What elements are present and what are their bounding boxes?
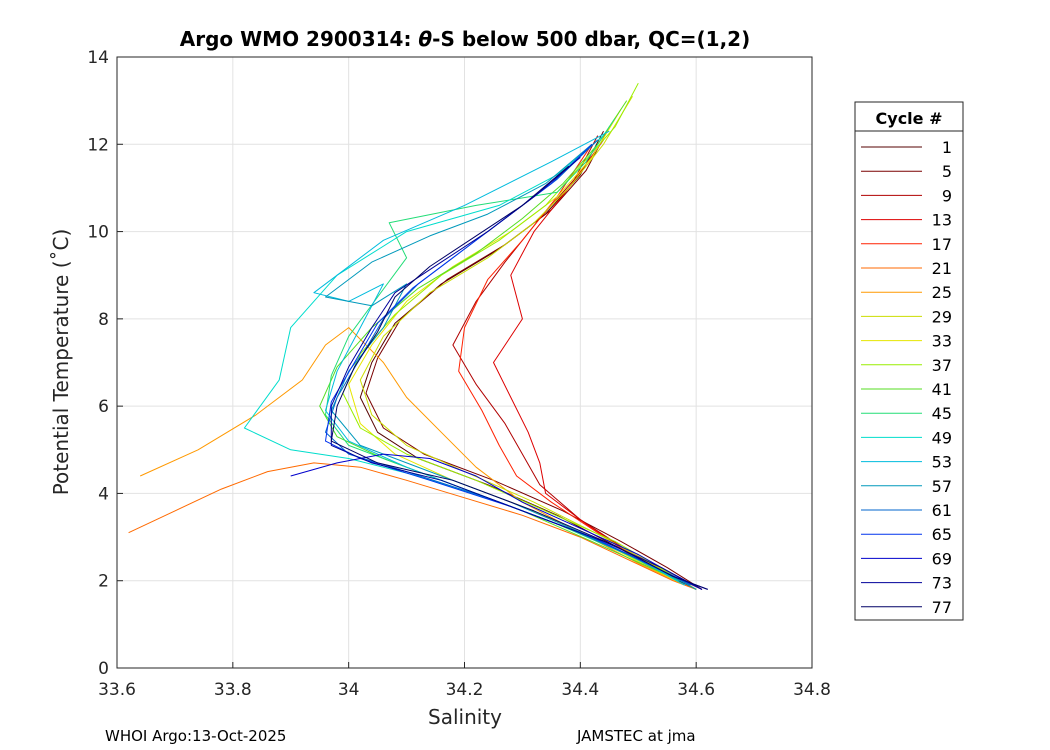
series-line-cycle-77 bbox=[330, 165, 708, 590]
series-line-cycle-41 bbox=[319, 100, 691, 586]
legend-label-cycle-41: 41 bbox=[932, 380, 952, 399]
y-tick-label: 4 bbox=[98, 484, 109, 504]
x-tick-label: 34.2 bbox=[446, 680, 484, 700]
y-tick-label: 0 bbox=[98, 659, 109, 679]
legend-label-cycle-69: 69 bbox=[932, 549, 952, 568]
footer-right: JAMSTEC at jma bbox=[576, 727, 696, 745]
series-line-cycle-21 bbox=[128, 462, 697, 590]
x-tick-label: 34.8 bbox=[793, 680, 831, 700]
y-tick-label: 10 bbox=[87, 223, 109, 243]
legend-label-cycle-53: 53 bbox=[932, 453, 952, 472]
y-tick-label: 12 bbox=[87, 135, 109, 155]
chart-title: Argo WMO 2900314: θ-S below 500 dbar, QC… bbox=[180, 27, 750, 51]
legend-label-cycle-9: 9 bbox=[942, 186, 952, 205]
x-tick-label: 34.4 bbox=[561, 680, 599, 700]
y-tick-label: 2 bbox=[98, 572, 109, 592]
x-tick-label: 34.6 bbox=[677, 680, 715, 700]
ticks-group: 33.6 33.8 34 34.2 34.4 34.6 34.8 0 2 4 6 8 10 12 14 bbox=[87, 48, 831, 700]
series-line-cycle-57 bbox=[325, 143, 697, 590]
legend-label-cycle-45: 45 bbox=[932, 404, 952, 423]
x-tick-label: 33.6 bbox=[98, 680, 136, 700]
legend-label-cycle-37: 37 bbox=[932, 356, 952, 375]
legend-label-cycle-5: 5 bbox=[942, 162, 952, 181]
legend-label-cycle-33: 33 bbox=[932, 332, 952, 351]
legend-label-cycle-57: 57 bbox=[932, 477, 952, 496]
legend-label-cycle-77: 77 bbox=[932, 598, 952, 617]
series-line-cycle-73 bbox=[330, 157, 703, 590]
x-axis-label: Salinity bbox=[428, 705, 502, 729]
x-tick-label: 34 bbox=[338, 680, 360, 700]
series-group bbox=[128, 82, 708, 590]
legend-box bbox=[854, 101, 964, 621]
series-line-cycle-17 bbox=[458, 144, 685, 586]
legend-label-cycle-13: 13 bbox=[932, 211, 952, 230]
y-tick-label: 6 bbox=[98, 397, 109, 417]
legend-label-cycle-73: 73 bbox=[932, 574, 952, 593]
legend: Cycle # 1 5 9 13 17 21 25 29 33 37 41 45 49 53 57 61 65 6… bbox=[854, 101, 964, 621]
y-tick-label: 14 bbox=[87, 48, 109, 68]
legend-label-cycle-61: 61 bbox=[932, 501, 952, 520]
legend-label-cycle-49: 49 bbox=[932, 428, 952, 447]
y-axis-label: Potential Temperature (˚C) bbox=[49, 229, 73, 496]
legend-label-cycle-1: 1 bbox=[942, 138, 952, 157]
legend-label-cycle-25: 25 bbox=[932, 283, 952, 302]
legend-label-cycle-29: 29 bbox=[932, 307, 952, 326]
series-line-cycle-29 bbox=[359, 96, 691, 586]
x-tick-label: 33.8 bbox=[214, 680, 252, 700]
legend-label-cycle-21: 21 bbox=[932, 259, 952, 278]
y-tick-label: 8 bbox=[98, 310, 109, 330]
legend-title: Cycle # bbox=[876, 109, 943, 128]
legend-label-cycle-17: 17 bbox=[932, 235, 952, 254]
chart-title-theta: θ bbox=[418, 27, 432, 51]
legend-label-cycle-65: 65 bbox=[932, 525, 952, 544]
footer-left: WHOI Argo:13-Oct-2025 bbox=[105, 727, 286, 745]
